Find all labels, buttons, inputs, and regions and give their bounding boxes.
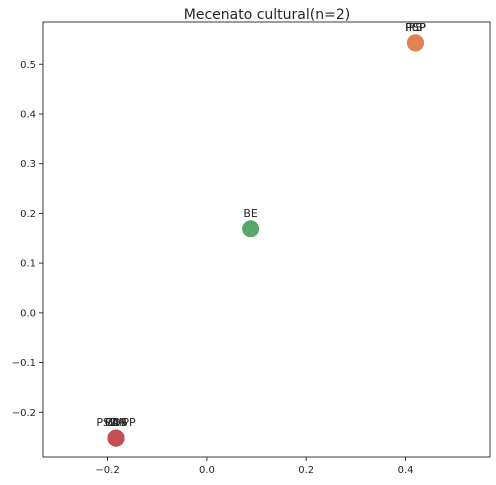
y-tick-label: 0.2 xyxy=(20,209,36,220)
y-tick-label: 0.3 xyxy=(20,159,36,170)
point-label: PS xyxy=(409,21,423,34)
y-tick-label: 0.4 xyxy=(20,109,36,120)
point-label: PCP xyxy=(405,21,426,34)
x-tick-label: 0.4 xyxy=(398,465,414,476)
point-label: CH xyxy=(108,416,124,429)
chart-title: Mecenato cultural(n=2) xyxy=(184,7,350,23)
point-label: L xyxy=(113,416,120,429)
point-label: PSD-PP xyxy=(96,416,136,429)
y-tick-label: −0.2 xyxy=(12,408,36,419)
axes-frame xyxy=(42,21,491,458)
y-tick-label: 0.1 xyxy=(20,259,36,270)
data-point xyxy=(242,220,260,238)
point-label: BE xyxy=(243,207,258,220)
y-tick-label: 0.5 xyxy=(20,60,36,71)
point-label: CDS xyxy=(104,416,127,429)
point-label: PSP xyxy=(405,21,426,34)
x-tick-label: 0.2 xyxy=(298,465,314,476)
y-tick-label: 0.0 xyxy=(20,308,36,319)
point-label: PAN xyxy=(105,416,127,429)
x-tick-label: −0.2 xyxy=(95,465,119,476)
x-tick-label: 0.0 xyxy=(199,465,215,476)
y-tick-label: −0.1 xyxy=(12,358,36,369)
data-point xyxy=(107,429,125,447)
data-point xyxy=(407,34,424,52)
